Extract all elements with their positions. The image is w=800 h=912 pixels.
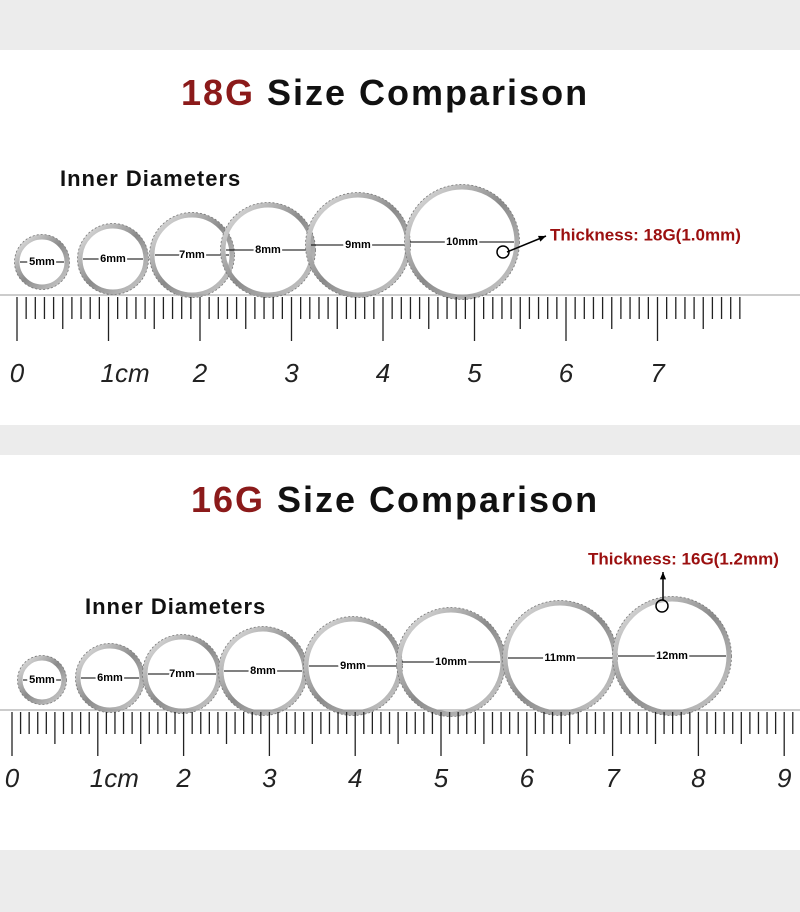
panel-title: 16G Size Comparison — [191, 479, 599, 520]
ruler-label: 7 — [650, 358, 666, 388]
ring-label: 12mm — [656, 650, 688, 662]
ruler-label: 4 — [348, 763, 362, 793]
thickness-label: Thickness: 16G(1.2mm) — [588, 549, 779, 568]
arrow-head — [538, 235, 546, 242]
ruler-label: 0 — [10, 358, 25, 388]
ruler-label: 5 — [467, 358, 482, 388]
ring — [77, 223, 149, 295]
ring-edge — [149, 212, 235, 298]
ring-label: 11mm — [544, 652, 575, 664]
ring-label: 9mm — [340, 660, 366, 672]
ring-edge — [220, 202, 316, 298]
gauge: 18G — [181, 72, 255, 113]
ring-edge — [612, 596, 732, 716]
ruler-label: 5 — [434, 763, 449, 793]
gauge: 16G — [191, 479, 265, 520]
ring-edge — [303, 616, 403, 716]
ring-label: 6mm — [100, 253, 126, 265]
panel-bg — [0, 50, 800, 425]
ring-label: 7mm — [169, 668, 195, 680]
thickness-marker — [496, 245, 510, 259]
thickness-label: Thickness: 18G(1.0mm) — [550, 225, 741, 244]
ring-edge — [14, 234, 70, 290]
ruler-label: 3 — [284, 358, 299, 388]
ring-label: 10mm — [435, 656, 467, 668]
ring-label: 8mm — [250, 665, 276, 677]
ruler-label: 1cm — [90, 763, 139, 793]
ruler-label: 3 — [262, 763, 277, 793]
ring-label: 10mm — [446, 236, 478, 248]
ring-label: 8mm — [255, 244, 281, 256]
ring-edge — [77, 223, 149, 295]
ring-edge — [305, 192, 411, 298]
ring-label: 6mm — [97, 672, 123, 684]
ruler-label: 1cm — [101, 358, 150, 388]
ring — [612, 596, 732, 716]
ruler-label: 6 — [520, 763, 535, 793]
panel-title: 18G Size Comparison — [181, 72, 589, 113]
ring-label: 5mm — [29, 256, 55, 268]
ring-label: 5mm — [29, 674, 55, 686]
thickness-marker — [655, 599, 669, 613]
subtitle: Inner Diameters — [60, 166, 241, 191]
ring — [17, 655, 67, 705]
arrow-head — [659, 572, 667, 580]
ruler-label: 6 — [559, 358, 574, 388]
title-text: Size Comparison — [277, 479, 599, 520]
ring — [404, 184, 520, 300]
ruler-label: 7 — [605, 763, 621, 793]
ruler-label: 0 — [5, 763, 20, 793]
ruler-label: 9 — [777, 763, 791, 793]
ring — [14, 234, 70, 290]
ruler-label: 8 — [691, 763, 706, 793]
ring-edge — [17, 655, 67, 705]
ruler-label: 2 — [175, 763, 191, 793]
title-text: Size Comparison — [267, 72, 589, 113]
ruler-label: 4 — [376, 358, 390, 388]
ring-label: 7mm — [179, 249, 205, 261]
ruler-label: 2 — [192, 358, 208, 388]
subtitle: Inner Diameters — [85, 594, 266, 619]
ring-edge — [404, 184, 520, 300]
ring-label: 9mm — [345, 239, 371, 251]
